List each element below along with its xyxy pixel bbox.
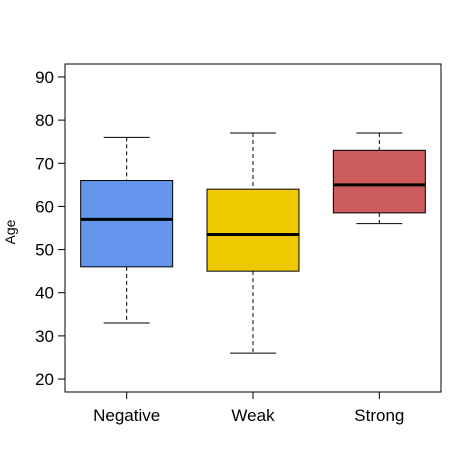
box-iqr — [206, 188, 300, 272]
y-tick-label: 60 — [35, 197, 54, 216]
y-tick-label: 30 — [35, 327, 54, 346]
box-strong — [332, 132, 426, 225]
y-tick-label: 40 — [35, 284, 54, 303]
y-tick-label: 90 — [35, 68, 54, 87]
box-iqr — [80, 180, 174, 268]
x-tick-label: Weak — [231, 406, 275, 425]
y-axis: 20 30 40 50 60 70 80 90 — [35, 68, 66, 389]
y-tick-label: 50 — [35, 241, 54, 260]
x-axis: Negative Weak Strong — [93, 391, 404, 425]
box-weak — [206, 132, 300, 354]
x-tick-label: Strong — [354, 406, 404, 425]
y-tick-label: 20 — [35, 370, 54, 389]
x-tick-label: Negative — [93, 406, 160, 425]
box-negative — [80, 136, 174, 324]
box-iqr — [332, 149, 426, 214]
y-axis-title: Age — [2, 219, 18, 244]
y-tick-label: 80 — [35, 111, 54, 130]
boxes-group — [80, 132, 426, 354]
y-tick-label: 70 — [35, 154, 54, 173]
